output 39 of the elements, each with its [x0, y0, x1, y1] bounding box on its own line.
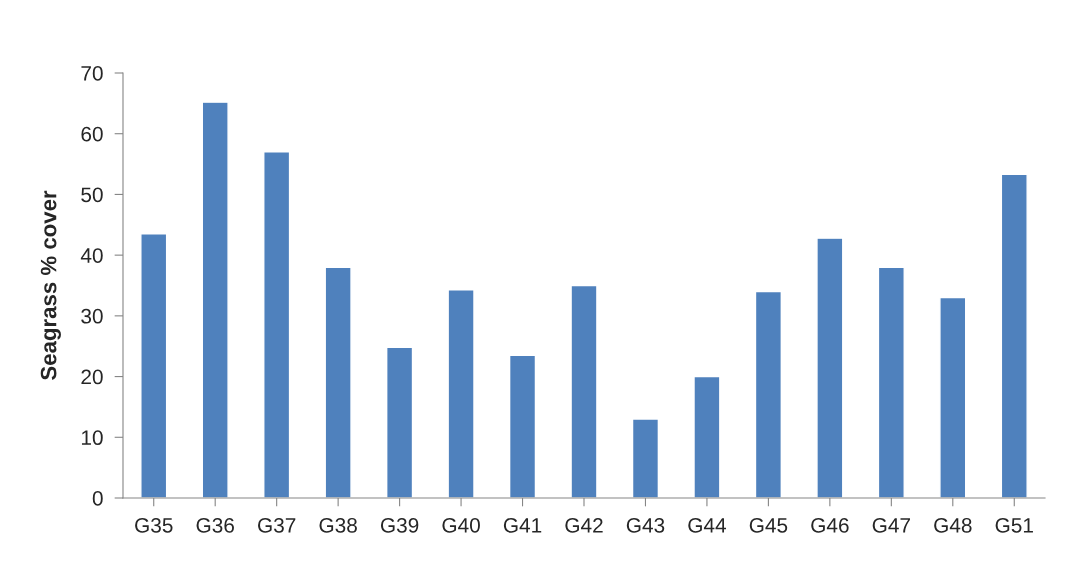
y-tick-label: 70: [81, 66, 103, 81]
y-tick-label: 10: [81, 430, 103, 446]
y-tick-label: 60: [81, 126, 103, 142]
bar: [631, 418, 660, 498]
bar: [1000, 173, 1028, 498]
bar: [816, 237, 844, 498]
bar: [508, 354, 537, 498]
x-tick-label: G51: [995, 517, 1033, 533]
x-tick-label: G39: [380, 517, 419, 533]
bar: [693, 375, 721, 498]
x-tick-label: G40: [442, 517, 480, 533]
bar: [201, 101, 229, 498]
x-tick-label: G41: [503, 517, 542, 533]
y-tick-label: 20: [81, 369, 103, 385]
bar: [385, 346, 414, 498]
x-tick-label: G43: [626, 517, 665, 533]
bar: [447, 289, 475, 498]
y-tick-label: 40: [80, 248, 103, 263]
bar: [939, 296, 967, 498]
x-tick-label: G36: [196, 517, 234, 533]
x-tick-label: G42: [565, 517, 603, 533]
x-tick-label: G37: [258, 517, 296, 533]
bar: [140, 233, 168, 498]
bar: [754, 290, 783, 498]
x-tick-label: G44: [688, 517, 727, 533]
bar: [570, 284, 598, 498]
x-tick-label: G46: [811, 517, 849, 533]
y-tick-label: 50: [81, 187, 103, 203]
y-axis-title: Seagrass % cover: [40, 190, 61, 380]
bar: [877, 266, 905, 498]
y-tick-label: 0: [92, 491, 103, 506]
y-tick-label: 30: [81, 308, 103, 324]
x-tick-label: G47: [872, 517, 910, 533]
bar: [263, 151, 291, 498]
x-tick-label: G35: [135, 517, 173, 533]
x-tick-label: G45: [749, 517, 788, 533]
x-tick-label: G48: [934, 517, 972, 533]
bar: [324, 266, 352, 498]
x-tick-label: G38: [319, 517, 357, 533]
